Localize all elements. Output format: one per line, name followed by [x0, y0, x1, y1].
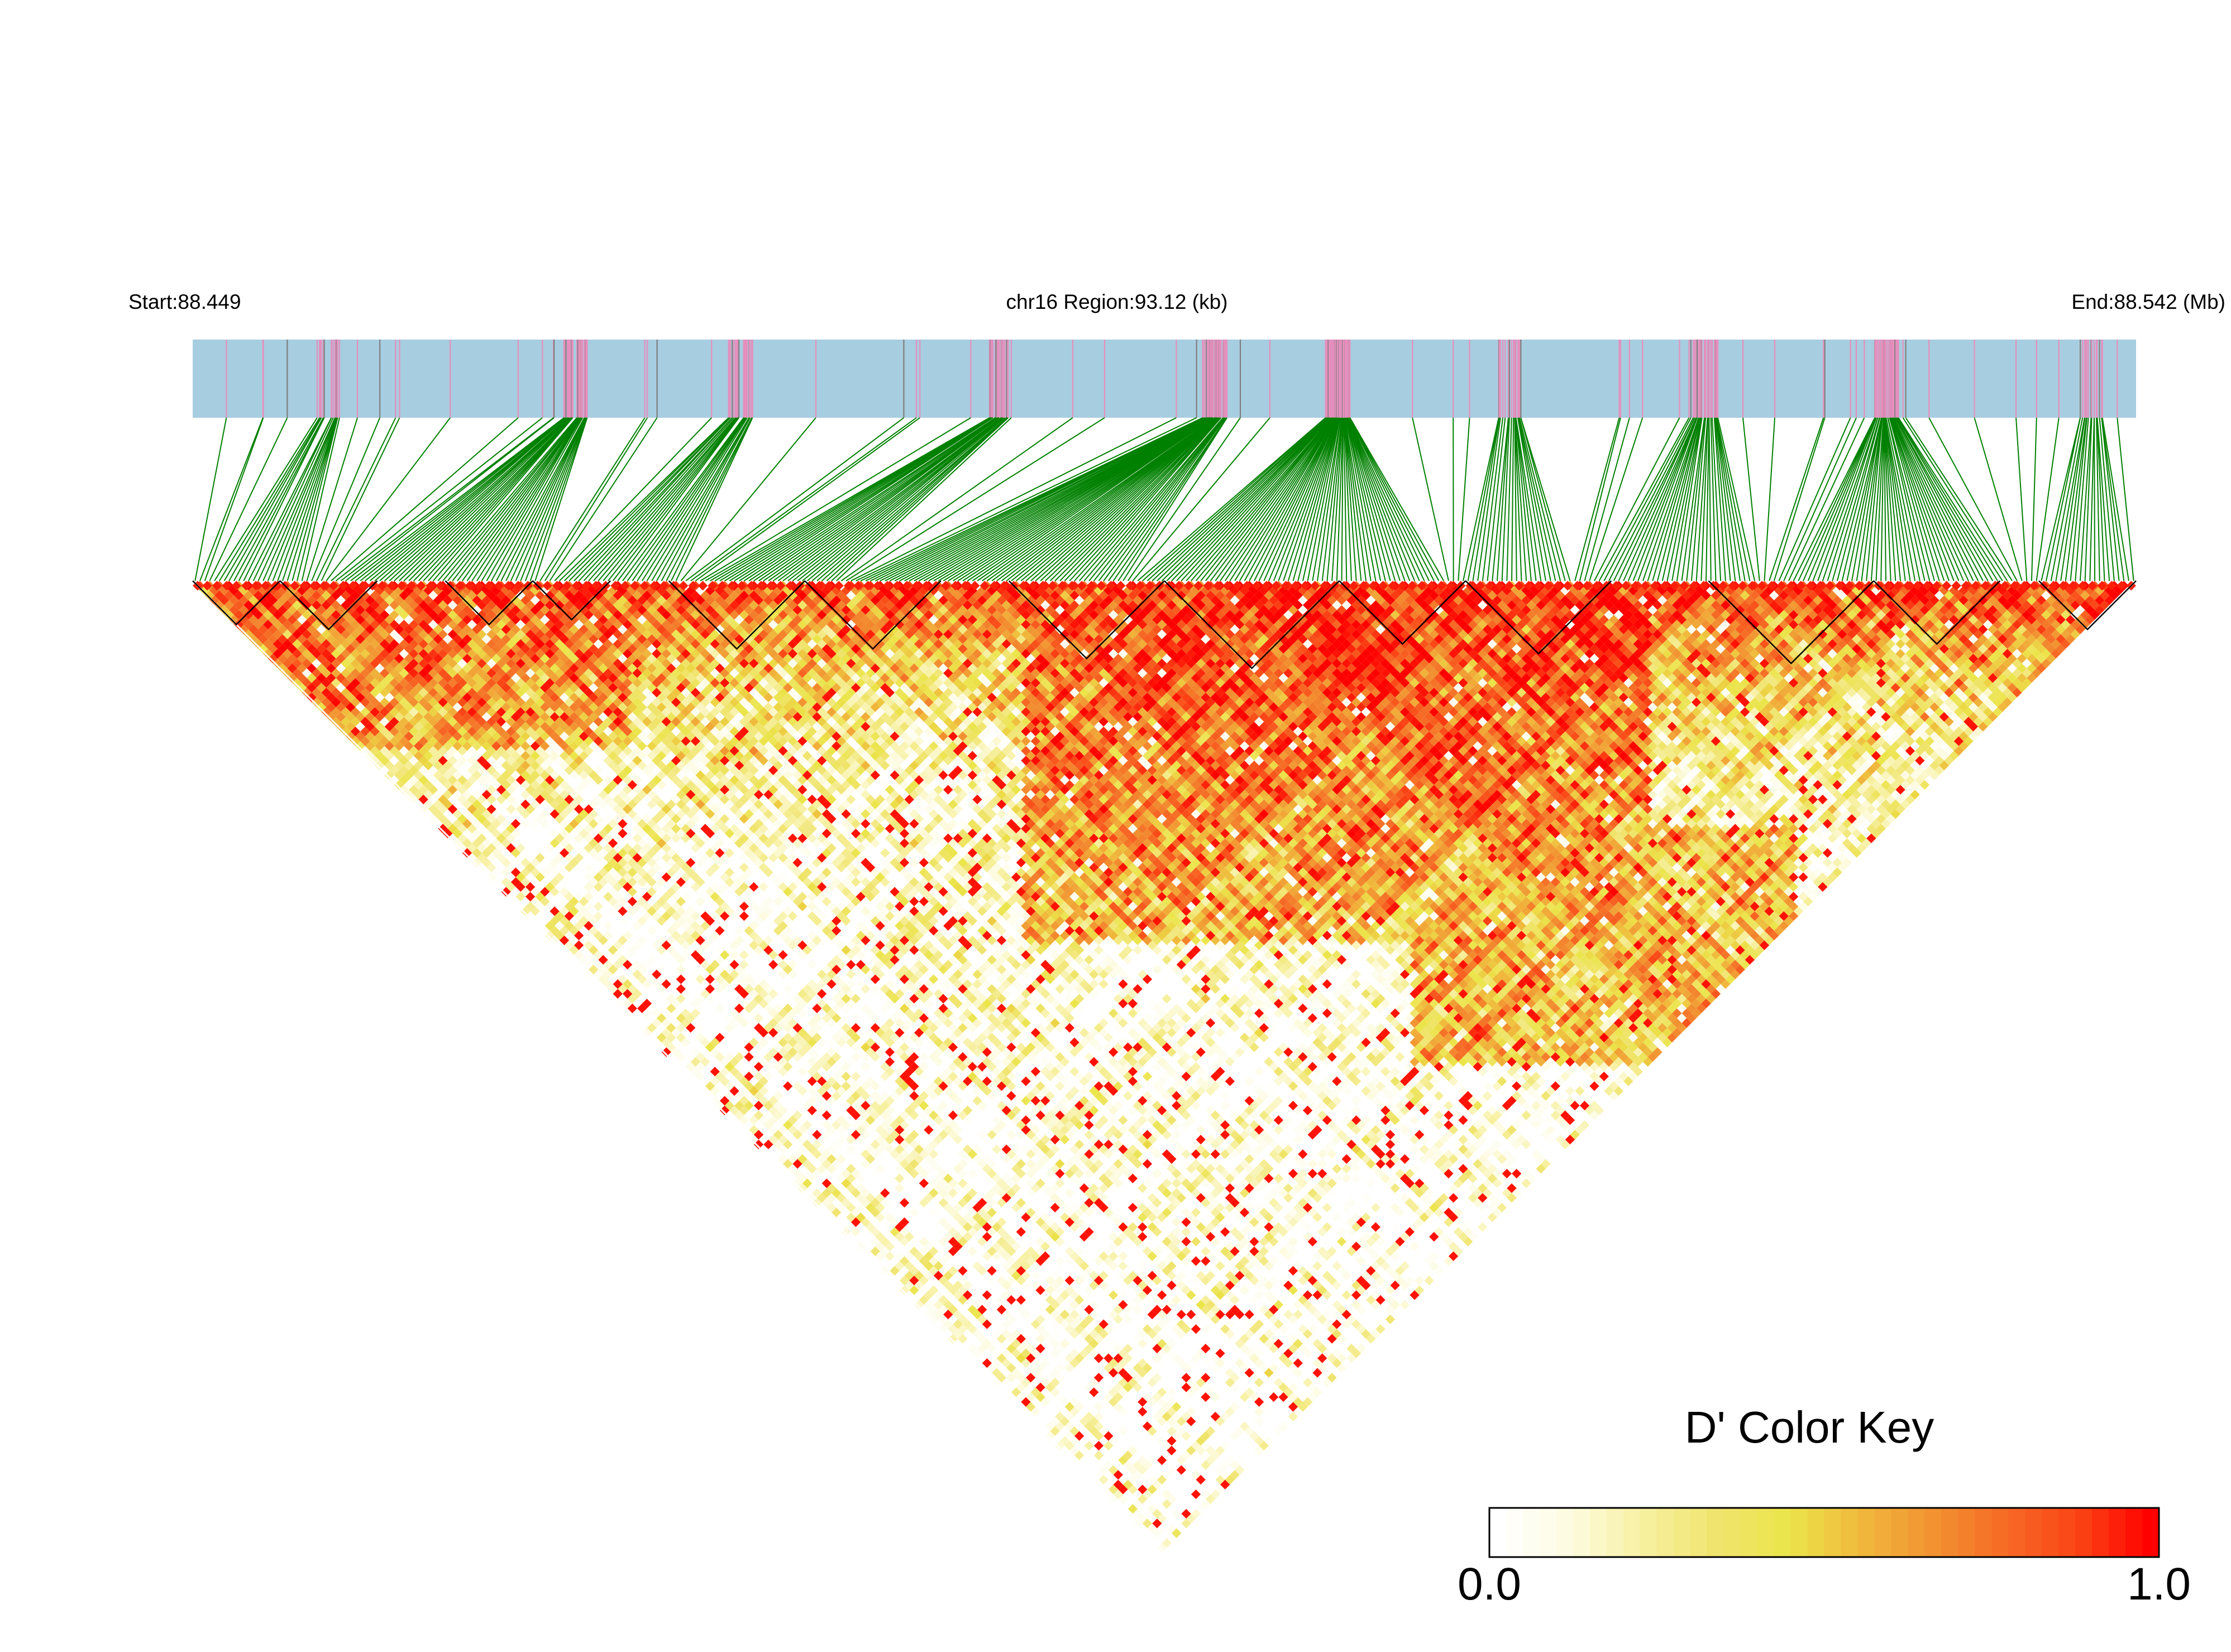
snp-connector	[1618, 418, 1694, 581]
snp-connector	[1794, 418, 1875, 581]
snp-connector	[1521, 418, 1565, 581]
snp-connector	[239, 418, 324, 581]
snp-connector	[1349, 418, 1429, 581]
snp-connector	[249, 418, 331, 581]
snp-connector	[419, 418, 572, 581]
snp-connector	[224, 418, 321, 581]
snp-connector	[1348, 418, 1410, 581]
snp-connector	[1769, 418, 1823, 581]
snp-connector-lines	[195, 418, 2133, 581]
snp-connector	[1899, 418, 2003, 581]
snp-connector	[574, 418, 730, 581]
snp-connector	[254, 418, 332, 581]
snp-connector	[2117, 418, 2133, 581]
snp-connector	[598, 418, 736, 581]
snp-connector	[1346, 418, 1386, 581]
snp-connector	[2046, 418, 2080, 581]
snp-connector	[788, 418, 1001, 581]
snp-connector	[2094, 418, 2095, 581]
snp-connector	[520, 418, 586, 581]
snp-connector	[1458, 418, 1469, 581]
snp-connector	[2056, 418, 2084, 581]
snp-connector	[1614, 418, 1695, 581]
snp-connector	[628, 418, 744, 581]
snp-connector	[1648, 418, 1699, 581]
snp-connector	[394, 418, 569, 581]
snp-connector	[1507, 418, 1511, 581]
snp-connector	[754, 418, 996, 581]
snp-connector	[1906, 418, 2013, 581]
snp-connector	[1798, 418, 1875, 581]
snp-connector	[1211, 418, 1333, 581]
snp-connector	[783, 418, 1001, 581]
snp-track-background	[193, 340, 2136, 418]
snp-connector	[953, 418, 1212, 581]
snp-connector	[729, 418, 991, 581]
snp-connector	[1412, 418, 1449, 581]
snp-connector	[2066, 418, 2086, 581]
snp-position-track	[193, 340, 2136, 418]
snp-connector	[433, 418, 573, 581]
snp-connector	[1349, 418, 1424, 581]
snp-connector	[423, 418, 572, 581]
snp-connector	[885, 418, 1205, 581]
snp-connector	[1842, 418, 1881, 581]
snp-connector	[1898, 418, 1998, 581]
snp-connector	[1518, 418, 1546, 581]
snp-connector	[618, 418, 739, 581]
snp-connector	[336, 418, 543, 581]
snp-connector	[1717, 418, 1750, 581]
snp-connector	[1196, 418, 1332, 581]
snp-connector	[1716, 418, 1745, 581]
snp-connector	[1784, 418, 1856, 581]
snp-connector	[1764, 418, 1775, 581]
snp-connector	[200, 418, 263, 581]
snp-connector	[744, 418, 993, 581]
snp-connector	[2032, 418, 2037, 581]
snp-connector	[1893, 418, 1969, 581]
snp-connector	[380, 418, 566, 581]
snp-connector	[1709, 418, 1711, 581]
snp-connector	[1512, 418, 1513, 581]
snp-connector	[2016, 418, 2027, 581]
snp-connector	[565, 418, 729, 581]
snp-connector	[652, 418, 749, 581]
snp-connector	[802, 418, 1003, 581]
snp-connector	[1975, 418, 2022, 581]
snp-connector	[2101, 418, 2119, 581]
snp-connector	[1716, 418, 1735, 581]
snp-connector	[355, 418, 564, 581]
snp-connector	[1580, 418, 1621, 581]
snp-connector	[715, 418, 990, 581]
snp-connector	[2102, 418, 2124, 581]
